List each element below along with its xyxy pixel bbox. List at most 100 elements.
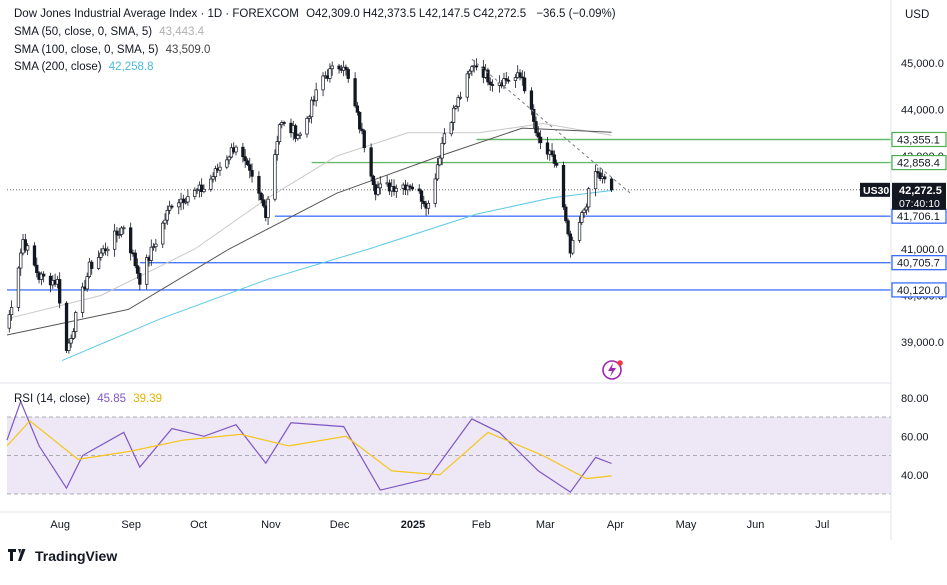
price-tick-label: 44,000.0	[901, 105, 944, 117]
level-tag-text: 40,705.7	[897, 258, 940, 270]
candle	[369, 143, 373, 182]
candle-body	[433, 178, 437, 204]
candle	[248, 157, 252, 179]
candle	[566, 218, 570, 237]
candle-body	[16, 267, 21, 308]
candle-body	[32, 245, 37, 266]
candles	[7, 58, 614, 354]
candle-body	[552, 154, 556, 164]
candle	[200, 178, 204, 198]
rsi-tick-label: 40.00	[901, 470, 929, 482]
candle	[71, 328, 76, 341]
candle-body	[39, 273, 44, 280]
candle	[99, 248, 103, 261]
candle-body	[145, 257, 149, 285]
candle	[328, 63, 332, 83]
candle-body	[275, 141, 279, 155]
tradingview-logo[interactable]: TradingView	[8, 548, 117, 564]
candle	[321, 72, 325, 97]
candle-body	[35, 264, 39, 274]
sma50-label: SMA (50, close, 0, SMA, 5)	[14, 26, 153, 38]
candle	[96, 250, 101, 271]
candle	[154, 239, 158, 252]
candle-body	[218, 166, 222, 171]
candle	[195, 188, 199, 195]
candle	[25, 243, 30, 255]
candle-body	[245, 160, 250, 165]
candle-body	[165, 209, 169, 221]
candle	[440, 137, 444, 166]
candle	[119, 226, 124, 238]
candle	[394, 184, 398, 199]
candle-body	[538, 136, 543, 144]
candle	[596, 167, 600, 178]
candle	[371, 174, 376, 192]
candle-body	[369, 147, 373, 177]
candle-body	[67, 342, 71, 351]
candle	[330, 61, 334, 76]
candle-body	[504, 78, 508, 81]
candle	[532, 104, 536, 129]
candle	[376, 181, 380, 197]
candle	[9, 300, 14, 321]
candle	[135, 258, 140, 279]
candle-body	[490, 84, 495, 86]
candle	[465, 70, 469, 102]
candle	[571, 236, 575, 256]
candle-body	[151, 246, 156, 249]
candle	[202, 184, 206, 194]
candle	[129, 222, 133, 261]
time-tick-label: Mar	[536, 519, 555, 531]
candle-body	[122, 227, 126, 230]
candle	[458, 91, 463, 100]
main-legend: Dow Jones Industrial Average Index · 1D …	[14, 7, 620, 21]
candle-body	[609, 178, 614, 191]
level-tag-box	[891, 154, 947, 171]
candle	[177, 198, 181, 215]
sma50-value: 43,443.4	[159, 26, 205, 38]
candle-body	[321, 75, 325, 91]
candle	[582, 207, 586, 218]
last-price-text: 42,272.5	[899, 185, 942, 197]
candle-body	[250, 169, 254, 177]
candle-body	[277, 124, 282, 142]
candle-body	[486, 69, 490, 83]
candle-body	[582, 209, 586, 214]
candle	[417, 184, 421, 194]
candle	[545, 136, 550, 160]
candle	[307, 114, 311, 123]
candle-body	[506, 79, 511, 82]
candle	[534, 116, 538, 137]
candle-body	[69, 338, 73, 344]
candle-body	[170, 205, 174, 208]
currency-label[interactable]: USD	[905, 9, 930, 21]
candle-body	[532, 108, 536, 122]
candle	[442, 128, 447, 145]
candle	[355, 101, 360, 116]
rsi-ma-value: 39.39	[133, 393, 163, 405]
flash-icon-bolt	[608, 363, 616, 377]
candle-body	[115, 230, 119, 236]
candle-body	[7, 314, 11, 329]
candle	[314, 82, 318, 107]
candle	[587, 186, 591, 213]
flash-icon[interactable]	[602, 360, 623, 380]
flash-icon-ring	[602, 360, 622, 380]
candle	[584, 203, 589, 215]
sma200-label: SMA (200, close)	[14, 61, 102, 73]
candle-body	[106, 248, 110, 252]
candle	[296, 133, 300, 141]
candle	[282, 120, 286, 127]
candle-body	[282, 122, 286, 124]
candle-body	[64, 302, 69, 351]
rsi-label: RSI (14, close)	[14, 393, 91, 405]
level-tag-2: 41,706.1	[891, 208, 947, 224]
candle-body	[465, 73, 469, 98]
candle-body	[248, 164, 252, 171]
candle	[378, 176, 382, 195]
candle-body	[200, 184, 204, 193]
candle-body	[435, 164, 440, 180]
candle	[151, 243, 156, 251]
candle-body	[241, 146, 245, 158]
